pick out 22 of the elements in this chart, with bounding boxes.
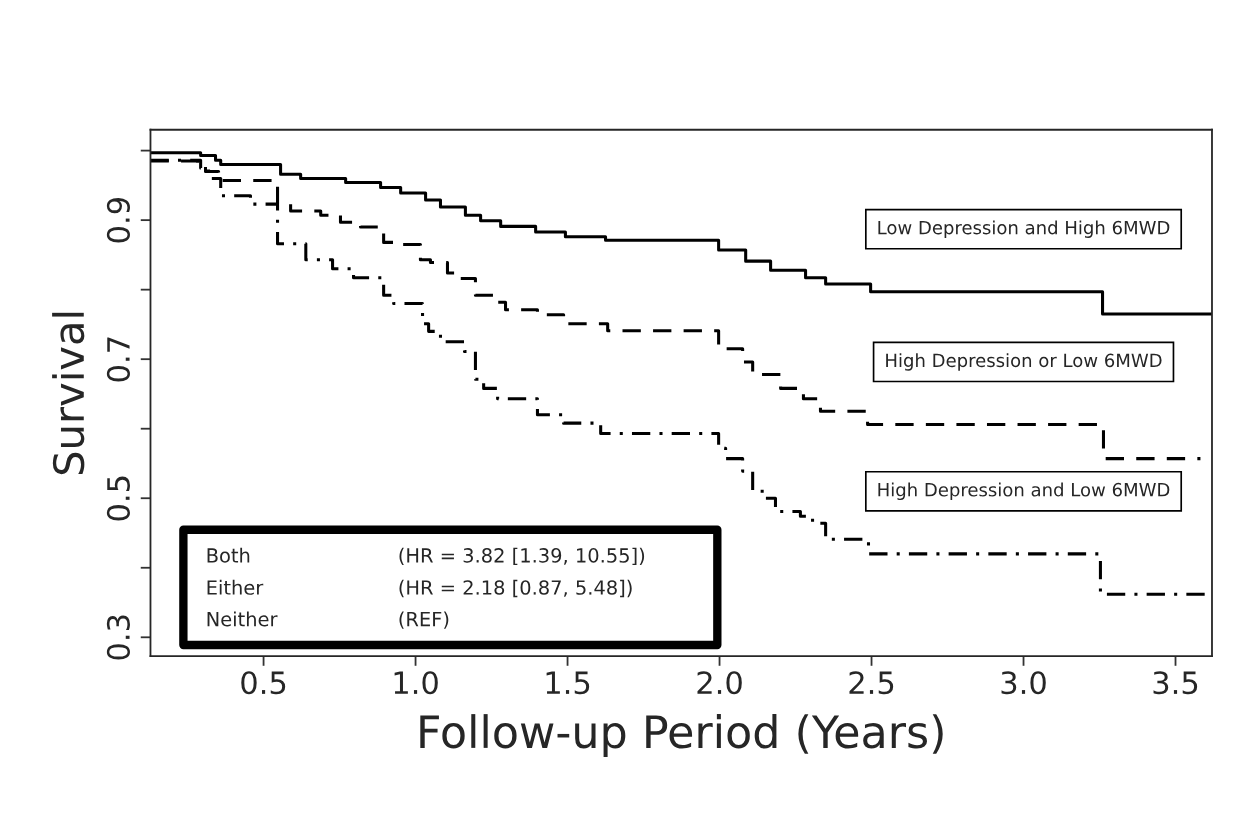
x-tick-label: 2.0 <box>697 671 742 695</box>
x-tick-label: 3.0 <box>1001 671 1046 695</box>
annotation: (HR = 2.18 [0.87, 5.48]) <box>399 579 632 598</box>
x-tick-label: 1.0 <box>394 671 438 695</box>
y-tick-label: 0.3 <box>106 615 130 660</box>
text: Low Depression and High 6MWD <box>878 220 1170 238</box>
y-axis-title: Survival <box>52 312 85 475</box>
x-tick-label: 3.5 <box>1153 671 1198 695</box>
x-tick-label: 2.5 <box>849 671 894 695</box>
annotation: Either <box>207 579 264 595</box>
y-tick-label: 0.9 <box>106 197 130 243</box>
y-tick-label: 0.7 <box>106 337 130 382</box>
text: High Depression and Low 6MWD <box>878 482 1170 501</box>
text: High Depression or Low 6MWD <box>886 353 1162 371</box>
x-tick-label: 0.5 <box>241 671 286 695</box>
annotation: (REF) <box>399 611 449 629</box>
y-tick-label: 0.5 <box>106 476 130 521</box>
x-axis-title: Follow-up Period (Years) <box>420 714 943 758</box>
annotation: (HR = 3.82 [1.39, 10.55]) <box>399 547 645 566</box>
annotation: Neither <box>207 611 278 627</box>
x-tick-label: 1.5 <box>546 671 590 695</box>
annotation: Both <box>207 547 250 563</box>
